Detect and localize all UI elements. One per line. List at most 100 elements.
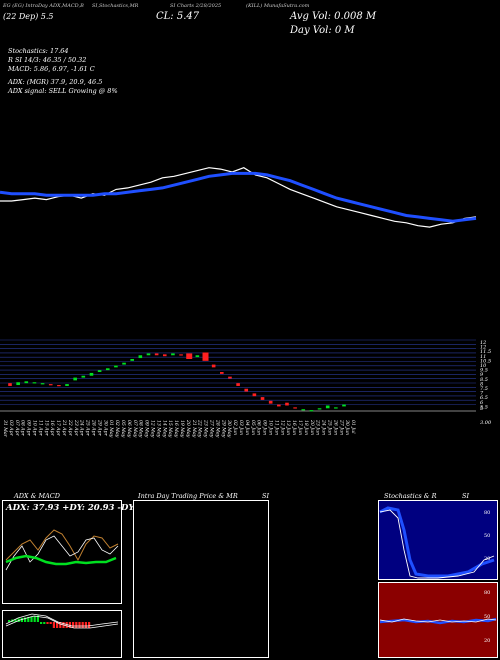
x-tick-label: 23 May: [203, 419, 209, 438]
x-tick-label: 05 Jun: [250, 420, 256, 435]
x-tick-label: 01 May: [108, 420, 114, 438]
plus-di-line: [5, 529, 119, 562]
x-tick-label: 02 May: [114, 420, 120, 438]
header-title-2: SI,Stochastics,MR: [92, 3, 139, 9]
candle: [48, 384, 53, 386]
y-tick-label: 7.5: [480, 386, 488, 392]
x-tick-label: 03 Apr: [8, 420, 14, 437]
x-tick-label: 25 Apr: [85, 419, 91, 437]
macd-bar: [27, 617, 30, 622]
x-tick-label: 09 May: [144, 420, 150, 438]
candle: [260, 397, 265, 400]
candle: [130, 358, 134, 361]
stoch-d-line: [379, 509, 495, 579]
x-tick-label: 26 Jun: [332, 419, 338, 435]
candle: [301, 409, 306, 411]
candle: [195, 355, 200, 358]
candle: [57, 385, 61, 387]
macd-bar: [46, 622, 49, 624]
x-tick-label: 09 Apr: [26, 420, 32, 437]
candle: [317, 408, 322, 410]
x-tick-label: 27 May: [209, 419, 215, 438]
x-tick-label: 12 Jun: [279, 420, 285, 435]
rsi-signal-line: [379, 618, 497, 623]
x-tick-label: 12 May: [150, 420, 156, 438]
y-tick-label: 8: [480, 381, 483, 387]
macd-bar: [30, 616, 33, 622]
x-tick-label: 05 May: [120, 420, 126, 438]
macd-line: [5, 613, 119, 627]
rsi-axis-label: 50: [484, 614, 490, 620]
x-tick-label: 15 May: [167, 420, 173, 438]
day-volume: Day Vol: 0 M: [290, 25, 355, 36]
candle: [154, 353, 159, 356]
candle: [122, 362, 126, 365]
macd-bar: [49, 622, 52, 624]
x-tick-label: 09 Jun: [262, 420, 268, 435]
x-tick-label: 24 Jun: [321, 419, 327, 435]
candle: [244, 388, 249, 392]
header-title-4: (KILL) MunafaSutra.com: [246, 3, 310, 9]
intraday-panel-si: SI: [262, 492, 270, 500]
x-tick-label: 16 Jun: [291, 420, 297, 435]
candle: [73, 377, 77, 381]
adx-panel-title: ADX & MACD: [14, 492, 60, 500]
x-tick-label: 28 Apr: [91, 419, 97, 437]
x-tick-label: 10 Jun: [268, 420, 274, 435]
x-tick-label: 19 May: [179, 420, 185, 438]
candle: [228, 376, 232, 379]
moving-average-line: [0, 171, 477, 223]
candle: [114, 365, 118, 368]
macd-bar: [65, 622, 68, 628]
x-tick-label: 13 May: [155, 420, 161, 438]
candle: [81, 375, 86, 378]
header-title-3: SI Charts 2/28/2025: [170, 3, 222, 9]
candle: [325, 405, 330, 409]
y-tick-label: 8.5: [480, 377, 488, 383]
candle: [342, 404, 346, 407]
candle: [8, 383, 12, 386]
x-tick-label: 07 May: [132, 420, 138, 438]
macd-readout: MACD: 5.86, 6.97, -1.61 C: [8, 65, 95, 73]
stochastics-readout: Stochastics: 17.64: [8, 47, 69, 55]
adx-macd-panel: [2, 500, 122, 658]
x-tick-label: 30 May: [226, 420, 232, 438]
x-tick-label: 20 May: [185, 419, 191, 438]
x-tick-label: 08 Apr: [20, 420, 26, 437]
x-tick-label: 25 Jun: [327, 419, 333, 435]
x-tick-label: 06 May: [126, 420, 132, 438]
macd-bar: [8, 620, 11, 622]
candle: [162, 354, 167, 357]
x-tick-label: 04 Jun: [244, 420, 250, 435]
x-tick-label: 30 Jun: [344, 420, 350, 435]
macd-bar: [59, 622, 62, 628]
x-tick-label: 11 Apr: [37, 420, 43, 437]
x-tick-label: 18 Jun: [303, 420, 309, 435]
candle: [97, 370, 102, 373]
intraday-panel-title: Intra Day Trading Price & MR: [138, 492, 238, 500]
candle: [252, 393, 257, 397]
candle: [171, 353, 175, 356]
macd-bar: [20, 618, 23, 622]
x-tick-label: 17 Apr: [55, 420, 61, 437]
x-tick-label: 01 Jul: [350, 420, 356, 434]
adx-values: ADX: 37.93 +DY: 20.93 -DY: 46.51: [6, 503, 167, 513]
stoch-axis-label: 20: [484, 556, 490, 562]
avg-volume: Avg Vol: 0.008 M: [290, 11, 377, 22]
x-tick-label: 28 May: [214, 419, 220, 438]
rsi-axis-label: 20: [484, 638, 490, 644]
candle: [40, 383, 45, 385]
x-tick-label: 10 Apr: [32, 420, 38, 437]
candle: [309, 410, 314, 412]
rsi-readout: R SI 14/3: 46.35 / 50.32: [8, 56, 87, 64]
x-tick-label: 24 Apr: [79, 419, 85, 437]
price-line: [0, 167, 477, 228]
adx-line: [5, 554, 117, 566]
macd-bar: [43, 622, 46, 624]
y-tick-label: 12: [480, 340, 486, 346]
y-tick-label: 9.5: [480, 368, 488, 374]
candle: [146, 353, 151, 356]
y-tick-label: 10: [480, 363, 487, 369]
x-tick-label: 07 Apr: [14, 420, 20, 437]
x-tick-label: 16 May: [173, 420, 179, 438]
